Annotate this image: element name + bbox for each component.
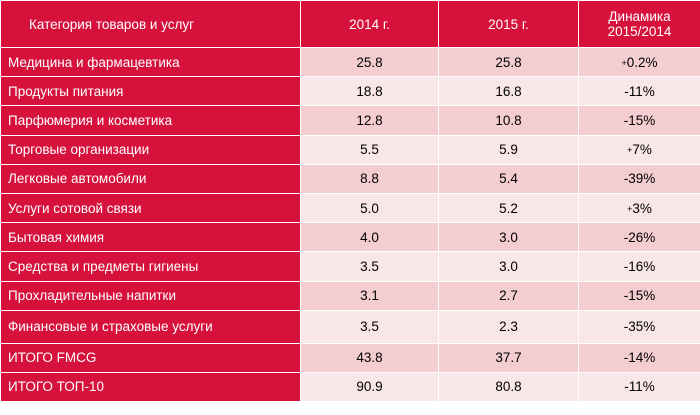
row-value-2014: 12.8 (300, 105, 439, 136)
row-value-2015: 80.8 (438, 371, 579, 403)
row-dynamics-value: -14% (623, 350, 656, 366)
table-row: Торговые организации 5.5 5.9 +7% (0, 134, 700, 165)
row-category: Средства и предметы гигиены (0, 251, 301, 282)
row-dynamics: -11% (578, 371, 700, 403)
row-dynamics: +0.2% (578, 46, 700, 78)
table-row: Медицина и фармацевтика 25.8 25.8 +0.2% (0, 46, 700, 78)
row-value-2015: 2.7 (438, 280, 579, 311)
row-value-2014: 5.0 (300, 192, 439, 224)
row-dynamics: -16% (578, 251, 700, 282)
table-row: Легковые автомобили 8.8 5.4 -39% (0, 163, 700, 194)
row-dynamics: +7% (578, 134, 700, 165)
row-value-2015: 10.8 (438, 105, 579, 136)
table-row: Бытовая химия 4.0 3.0 -26% (0, 222, 700, 253)
row-dynamics: -35% (578, 309, 700, 344)
row-value-2014: 4.0 (300, 222, 439, 253)
row-value-2015: 5.4 (438, 163, 579, 194)
category-dynamics-table: Категория товаров и услуг 2014 г. 2015 г… (0, 0, 700, 403)
row-category: ИТОГО ТОП-10 (0, 371, 301, 403)
row-dynamics-sign: + (621, 57, 627, 68)
row-category: ИТОГО FMCG (0, 342, 301, 373)
row-value-2014: 43.8 (300, 342, 439, 373)
table-row-total-top10: ИТОГО ТОП-10 90.9 80.8 -11% (0, 371, 700, 403)
row-dynamics-value: 0.2% (626, 54, 658, 70)
row-value-2014: 5.5 (300, 134, 439, 165)
row-category: Торговые организации (0, 134, 301, 165)
row-category: Медицина и фармацевтика (0, 46, 301, 78)
row-value-2015: 3.0 (438, 251, 579, 282)
table-row-total-fmcg: ИТОГО FMCG 43.8 37.7 -14% (0, 342, 700, 373)
row-dynamics-value: 3% (632, 200, 652, 216)
row-value-2014: 25.8 (300, 46, 439, 78)
row-value-2015: 25.8 (438, 46, 579, 78)
row-dynamics: -39% (578, 163, 700, 194)
row-value-2015: 16.8 (438, 76, 579, 107)
row-dynamics: -15% (578, 280, 700, 311)
row-value-2014: 3.1 (300, 280, 439, 311)
table-row: Финансовые и страховые услуги 3.5 2.3 -3… (0, 309, 700, 344)
header-category: Категория товаров и услуг (0, 0, 301, 48)
table-row: Парфюмерия и косметика 12.8 10.8 -15% (0, 105, 700, 136)
row-dynamics: -11% (578, 76, 700, 107)
row-dynamics-value: -11% (624, 379, 655, 395)
row-dynamics: -26% (578, 222, 700, 253)
row-category: Услуги сотовой связи (0, 192, 301, 224)
row-value-2014: 8.8 (300, 163, 439, 194)
row-dynamics-value: -39% (623, 171, 656, 187)
row-value-2015: 5.9 (438, 134, 579, 165)
header-dynamics-line1: Динамика (608, 9, 671, 24)
row-dynamics: -14% (578, 342, 700, 373)
header-2015: 2015 г. (438, 0, 579, 48)
table-row: Продукты питания 18.8 16.8 -11% (0, 76, 700, 107)
row-dynamics-value: -26% (623, 229, 656, 245)
row-category: Бытовая химия (0, 222, 301, 253)
row-category: Финансовые и страховые услуги (0, 309, 301, 344)
row-value-2014: 90.9 (300, 371, 439, 403)
row-value-2015: 3.0 (438, 222, 579, 253)
row-category: Прохладительные напитки (0, 280, 301, 311)
header-dynamics: Динамика 2015/2014 (578, 0, 700, 48)
row-dynamics-value: 7% (632, 142, 652, 158)
table-row: Средства и предметы гигиены 3.5 3.0 -16% (0, 251, 700, 282)
row-dynamics-value: -11% (624, 83, 655, 99)
row-category: Продукты питания (0, 76, 301, 107)
row-dynamics-value: -16% (623, 258, 656, 274)
row-value-2015: 5.2 (438, 192, 579, 224)
row-dynamics: -15% (578, 105, 700, 136)
row-dynamics-sign: + (627, 145, 633, 156)
row-dynamics-value: -15% (623, 112, 656, 128)
row-value-2015: 2.3 (438, 309, 579, 344)
row-dynamics: +3% (578, 192, 700, 224)
row-value-2014: 18.8 (300, 76, 439, 107)
row-value-2014: 3.5 (300, 251, 439, 282)
row-category: Легковые автомобили (0, 163, 301, 194)
row-dynamics-value: -35% (623, 319, 656, 335)
row-value-2015: 37.7 (438, 342, 579, 373)
table-row: Прохладительные напитки 3.1 2.7 -15% (0, 280, 700, 311)
header-2014: 2014 г. (300, 0, 439, 48)
header-dynamics-line2: 2015/2014 (607, 24, 672, 39)
row-dynamics-value: -15% (623, 288, 656, 304)
table-row: Услуги сотовой связи 5.0 5.2 +3% (0, 192, 700, 224)
table-header-row: Категория товаров и услуг 2014 г. 2015 г… (0, 0, 700, 48)
row-dynamics-sign: + (627, 203, 633, 214)
row-category: Парфюмерия и косметика (0, 105, 301, 136)
row-value-2014: 3.5 (300, 309, 439, 344)
